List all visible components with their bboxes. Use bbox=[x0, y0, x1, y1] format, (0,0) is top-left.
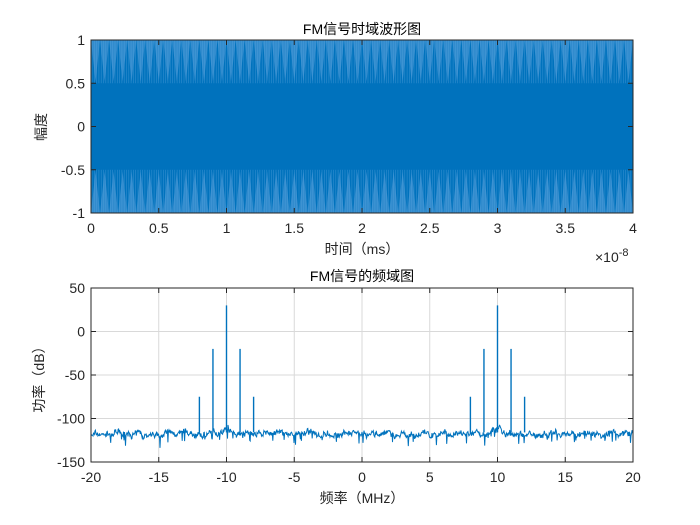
x-tick-label: 3.5 bbox=[556, 220, 576, 236]
time-y-axis-label: 幅度 bbox=[33, 113, 49, 141]
x-tick-label: 1.5 bbox=[285, 220, 305, 236]
x-exponent-label: ×10-8 bbox=[595, 247, 629, 265]
x-tick-label: 1 bbox=[223, 220, 231, 236]
x-tick-label: 2 bbox=[358, 220, 366, 236]
x-tick-label: 0 bbox=[358, 469, 366, 485]
x-tick-label: 10 bbox=[490, 469, 506, 485]
x-tick-label: -10 bbox=[216, 469, 236, 485]
y-tick-label: 1 bbox=[77, 32, 85, 48]
time-signal-trace bbox=[91, 40, 633, 213]
y-tick-label: -100 bbox=[57, 411, 85, 427]
freq-y-axis-label: 功率（dB） bbox=[31, 339, 47, 412]
time-domain-axes: 0 0.5 1 1.5 2 2.5 3 3.5 4 -1 -0.5 0 0.5 1 FM信号时域波形图 时… bbox=[33, 21, 637, 265]
x-tick-label: -5 bbox=[288, 469, 301, 485]
freq-x-axis-label: 频率（MHz） bbox=[320, 490, 405, 506]
y-tick-label: 50 bbox=[69, 280, 85, 296]
y-tick-label: -50 bbox=[65, 367, 85, 383]
x-tick-label: -15 bbox=[149, 469, 169, 485]
x-tick-label: 15 bbox=[557, 469, 573, 485]
x-tick-label: 0.5 bbox=[149, 220, 169, 236]
y-tick-label: 0 bbox=[77, 324, 85, 340]
x-exponent-power: -8 bbox=[619, 247, 629, 259]
x-tick-label: -20 bbox=[81, 469, 101, 485]
y-tick-label: -150 bbox=[57, 454, 85, 470]
x-tick-label: 3 bbox=[494, 220, 502, 236]
time-plot-title: FM信号时域波形图 bbox=[303, 21, 421, 37]
time-x-axis-label: 时间（ms） bbox=[325, 241, 400, 257]
x-tick-label: 2.5 bbox=[420, 220, 440, 236]
x-exponent-base: ×10 bbox=[595, 249, 619, 265]
freq-plot-title: FM信号的频域图 bbox=[310, 268, 414, 284]
y-tick-label: -0.5 bbox=[61, 162, 85, 178]
x-tick-label: 4 bbox=[629, 220, 637, 236]
y-tick-label: 0 bbox=[77, 119, 85, 135]
x-tick-label: 5 bbox=[426, 469, 434, 485]
x-tick-label: 0 bbox=[87, 220, 95, 236]
freq-spectrum-trace bbox=[90, 305, 634, 448]
x-tick-label: 20 bbox=[625, 469, 641, 485]
time-axis-ticks: 0 0.5 1 1.5 2 2.5 3 3.5 4 -1 -0.5 0 0.5 1 bbox=[61, 32, 637, 236]
y-tick-label: -1 bbox=[73, 205, 86, 221]
y-tick-label: 0.5 bbox=[66, 75, 86, 91]
